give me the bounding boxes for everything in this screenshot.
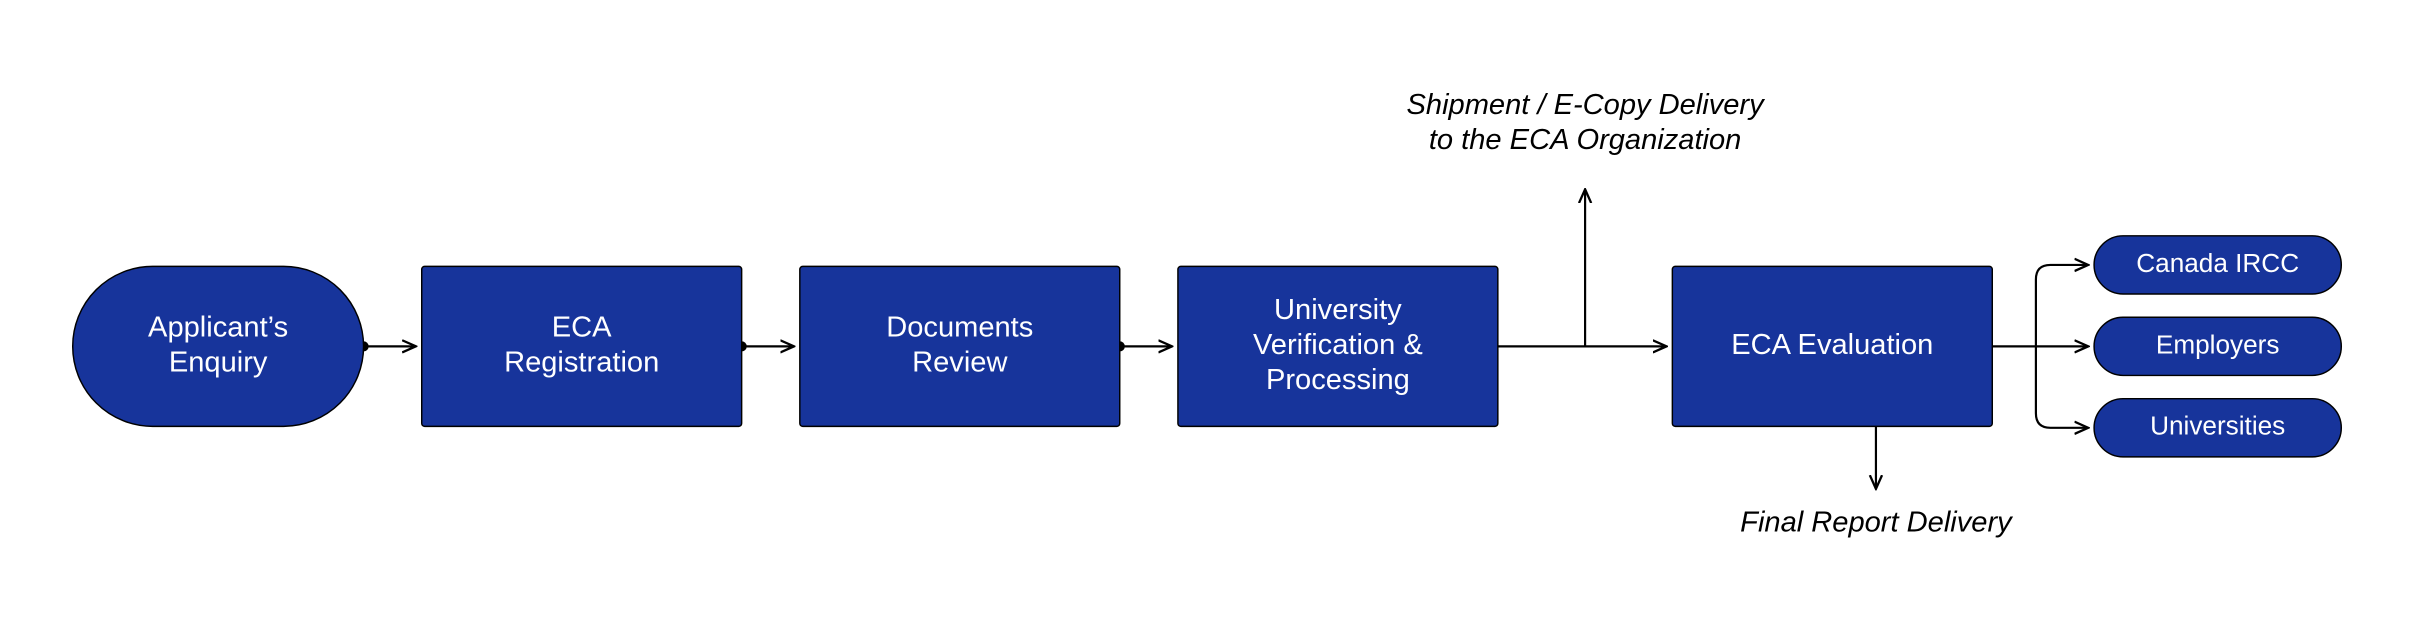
node-label: Universities xyxy=(2150,411,2285,441)
node-label: ECA xyxy=(552,312,612,344)
node-label: Registration xyxy=(504,346,659,378)
annotation-label: Final Report Delivery xyxy=(1740,506,2013,538)
node-label: Review xyxy=(912,346,1008,378)
node-label: Enquiry xyxy=(169,346,268,378)
node-label: Employers xyxy=(2156,329,2280,359)
node-univ: UniversityVerification &Processing xyxy=(1178,266,1498,426)
node-label: Applicant’s xyxy=(148,312,288,344)
node-enquiry: Applicant’sEnquiry xyxy=(73,266,364,426)
annotation-label: to the ECA Organization xyxy=(1429,124,1741,156)
eca-flowchart: Applicant’sEnquiry ECARegistration Documen… xyxy=(0,0,2414,620)
edge-split-down xyxy=(2036,346,2088,427)
node-reg: ECARegistration xyxy=(422,266,742,426)
node-label: Canada IRCC xyxy=(2136,248,2299,278)
node-unis: Universities xyxy=(2094,399,2341,457)
node-docs: DocumentsReview xyxy=(800,266,1120,426)
edge-split-up xyxy=(2036,265,2088,346)
node-emp: Employers xyxy=(2094,317,2341,375)
node-label: University xyxy=(1274,294,1402,326)
annotation-label: Shipment / E-Copy Delivery xyxy=(1407,89,1766,121)
node-eval: ECA Evaluation xyxy=(1672,266,1992,426)
node-label: Documents xyxy=(886,312,1033,344)
node-label: Verification & xyxy=(1253,329,1423,361)
node-label: Processing xyxy=(1266,364,1410,396)
annotation-final: Final Report Delivery xyxy=(1740,506,2013,538)
node-ircc: Canada IRCC xyxy=(2094,236,2341,294)
node-label: ECA Evaluation xyxy=(1731,329,1933,361)
annotation-ship: Shipment / E-Copy Deliveryto the ECA Org… xyxy=(1407,89,1766,156)
